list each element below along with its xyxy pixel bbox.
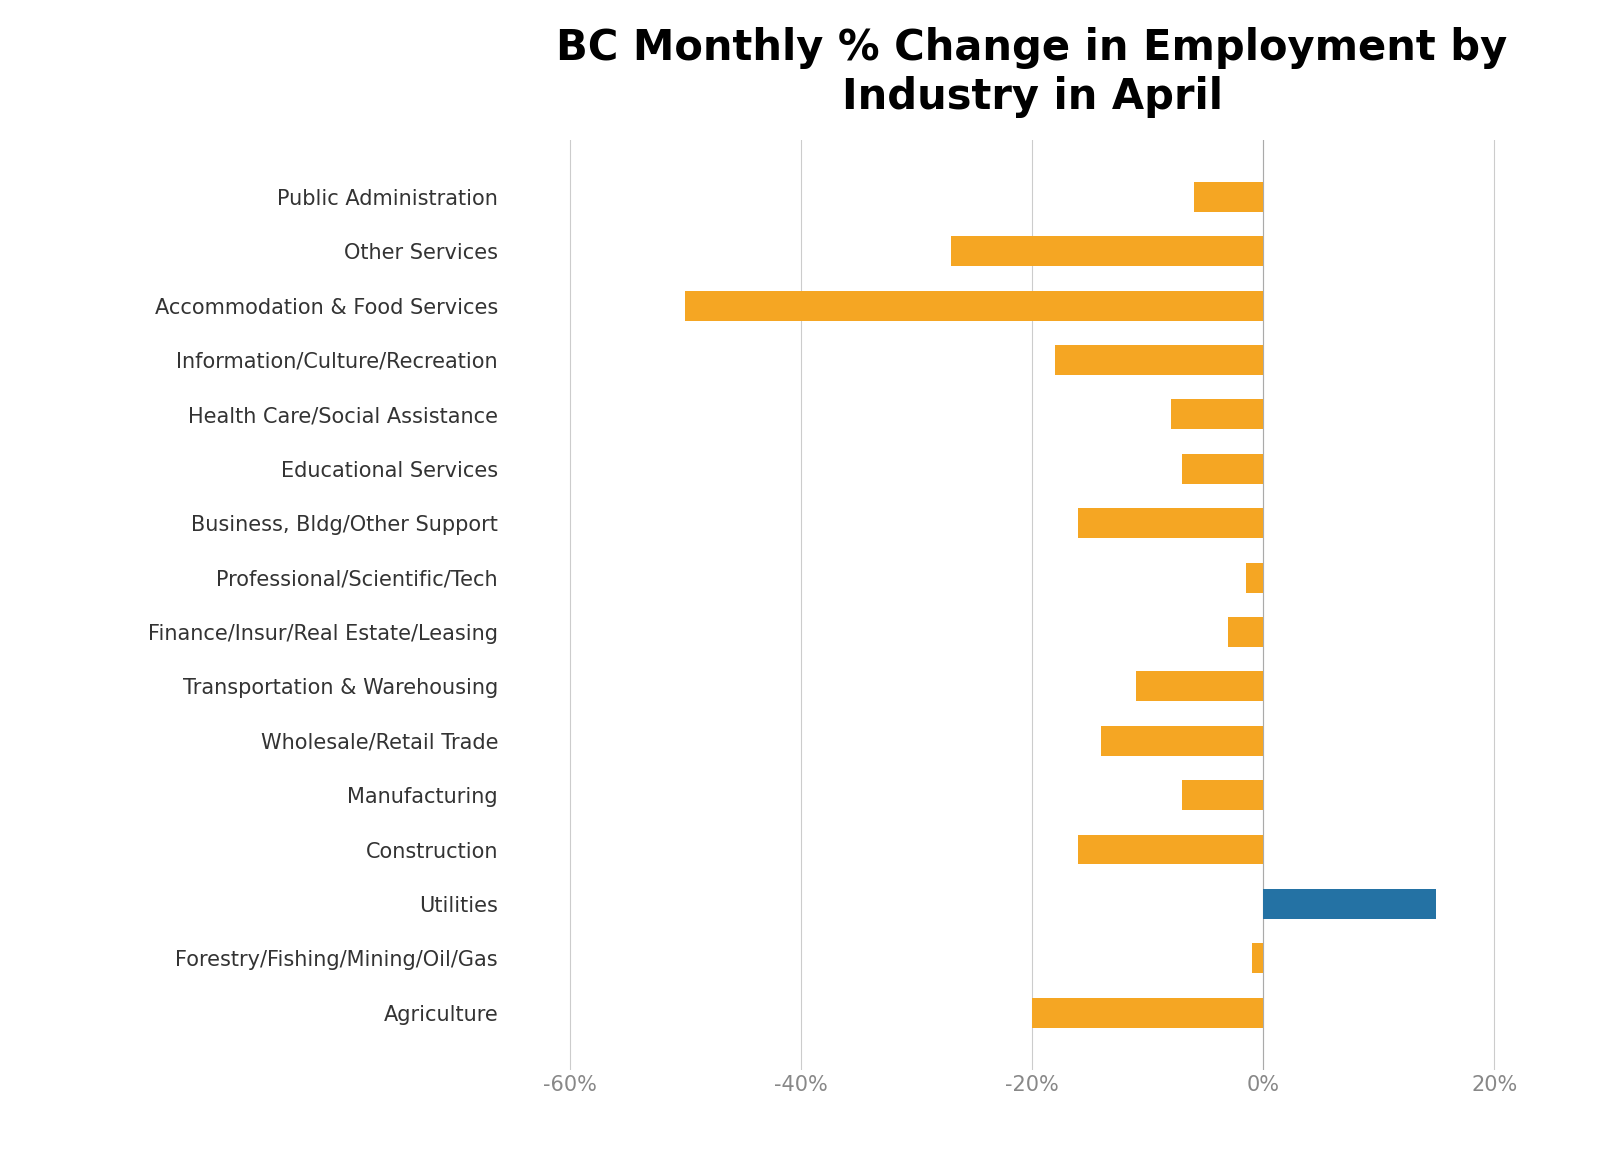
Bar: [1078, 508, 1262, 538]
Bar: [1101, 726, 1262, 756]
Bar: [950, 236, 1262, 266]
Bar: [1262, 889, 1437, 919]
Title: BC Monthly % Change in Employment by
Industry in April: BC Monthly % Change in Employment by Ind…: [557, 28, 1507, 117]
Bar: [1136, 671, 1262, 701]
Bar: [1246, 563, 1262, 592]
Bar: [1251, 943, 1262, 973]
Bar: [1182, 780, 1262, 811]
Bar: [1171, 399, 1262, 429]
Bar: [1194, 181, 1262, 212]
Bar: [1054, 345, 1262, 374]
Bar: [685, 291, 1262, 321]
Bar: [1229, 618, 1262, 647]
Bar: [1182, 454, 1262, 484]
Bar: [1032, 998, 1262, 1028]
Bar: [1078, 835, 1262, 864]
